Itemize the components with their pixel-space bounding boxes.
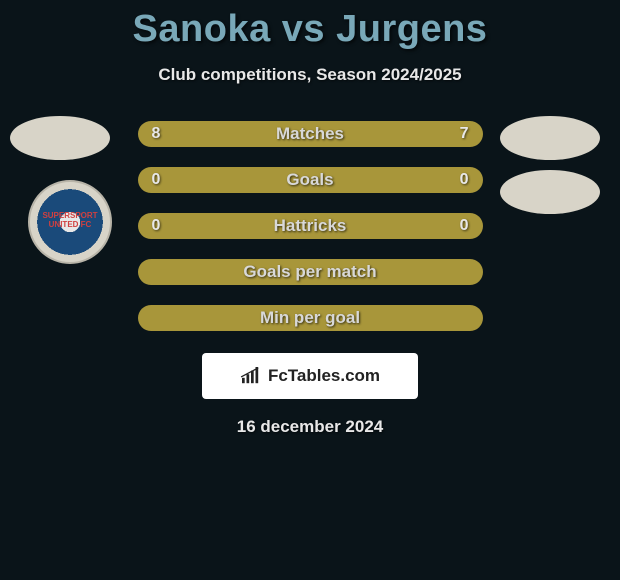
team-right-logo-1	[500, 116, 600, 160]
stats-container: 8 Matches 7 0 Goals 0 0 Hattricks 0 Goal…	[138, 121, 483, 331]
club-badge-text: SUPERSPORT UNITED FC	[30, 212, 110, 230]
stat-label: Matches	[276, 124, 344, 144]
stat-label: Min per goal	[260, 308, 360, 328]
stat-right-value: 0	[460, 217, 469, 235]
comparison-title: Sanoka vs Jurgens	[0, 0, 620, 51]
bar-chart-icon	[240, 367, 262, 385]
team-left-logo-1	[10, 116, 110, 160]
team-right-logo-2	[500, 170, 600, 214]
stat-row-matches: 8 Matches 7	[138, 121, 483, 147]
stat-left-value: 0	[152, 171, 161, 189]
branding-text: FcTables.com	[268, 366, 380, 386]
stat-row-goals-per-match: Goals per match	[138, 259, 483, 285]
stat-label: Goals per match	[243, 262, 376, 282]
stat-label: Goals	[286, 170, 333, 190]
comparison-subtitle: Club competitions, Season 2024/2025	[0, 65, 620, 85]
stat-row-goals: 0 Goals 0	[138, 167, 483, 193]
stat-left-value: 8	[152, 125, 161, 143]
branding-badge[interactable]: FcTables.com	[202, 353, 418, 399]
stat-right-value: 7	[460, 125, 469, 143]
snapshot-date: 16 december 2024	[0, 417, 620, 437]
stat-left-value: 0	[152, 217, 161, 235]
stat-row-hattricks: 0 Hattricks 0	[138, 213, 483, 239]
team-left-club-badge: SUPERSPORT UNITED FC	[28, 180, 112, 264]
stat-row-min-per-goal: Min per goal	[138, 305, 483, 331]
stat-label: Hattricks	[274, 216, 347, 236]
stat-right-value: 0	[460, 171, 469, 189]
